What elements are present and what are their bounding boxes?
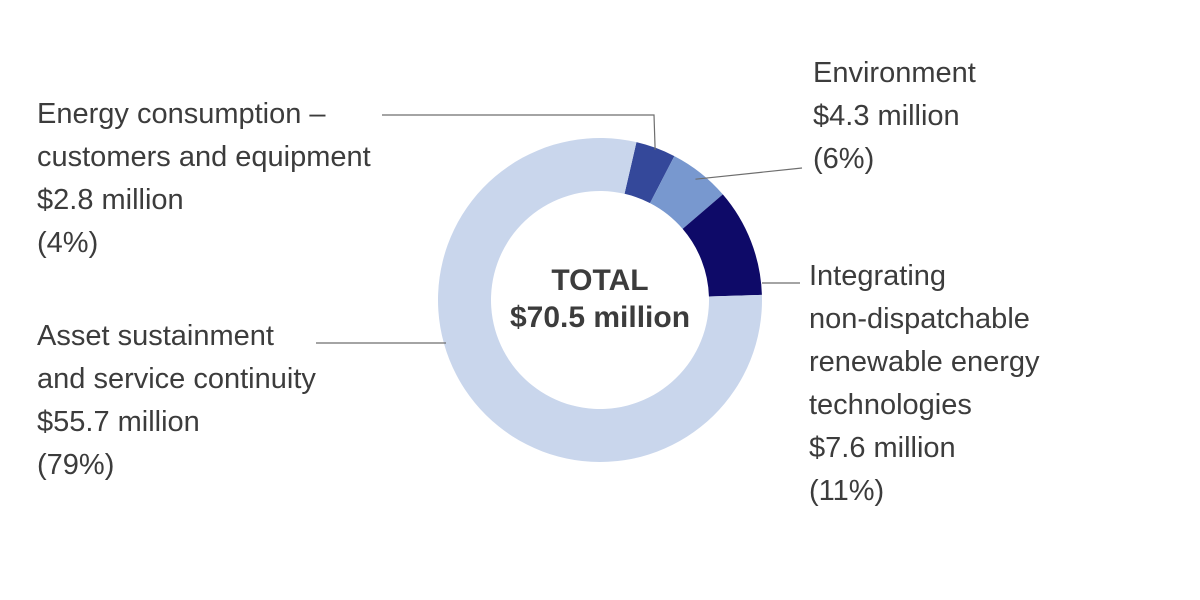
donut-slice-energy-consumption <box>624 142 675 204</box>
donut-center-total: TOTAL $70.5 million <box>480 262 720 336</box>
label-value: $55.7 million <box>37 406 200 438</box>
label-percent: (6%) <box>813 143 875 175</box>
total-value: $70.5 million <box>509 301 691 334</box>
label-value: $7.6 million <box>809 432 956 464</box>
label-integrating-renewables: Integrating non-dispatchable renewable e… <box>809 255 1040 513</box>
label-line: Asset sustainment <box>37 320 274 352</box>
label-percent: (4%) <box>37 227 99 259</box>
label-line: non-dispatchable <box>809 303 1030 335</box>
leader-line-environment <box>695 167 803 180</box>
label-value: $4.3 million <box>813 100 960 132</box>
label-value: $2.8 million <box>37 184 184 216</box>
donut-slice-asset-sustainment <box>438 138 763 463</box>
label-line: customers and equipment <box>37 141 371 173</box>
label-percent: (11%) <box>809 475 885 507</box>
label-energy-consumption: Energy consumption – customers and equip… <box>37 93 371 265</box>
total-label: TOTAL <box>551 264 649 297</box>
label-percent: (79%) <box>37 449 115 481</box>
leader-line-energy-consumption <box>382 114 656 150</box>
label-line: Energy consumption – <box>37 98 326 130</box>
label-line: Environment <box>813 57 976 89</box>
label-environment: Environment $4.3 million (6%) <box>813 52 976 181</box>
label-line: renewable energy <box>809 346 1040 378</box>
label-line: Integrating <box>809 260 947 292</box>
donut-slice-integrating-renewables <box>682 194 762 297</box>
label-line: technologies <box>809 389 972 421</box>
donut-slice-environment <box>650 156 723 229</box>
label-line: and service continuity <box>37 363 316 395</box>
label-asset-sustainment: Asset sustainment and service continuity… <box>37 315 316 487</box>
